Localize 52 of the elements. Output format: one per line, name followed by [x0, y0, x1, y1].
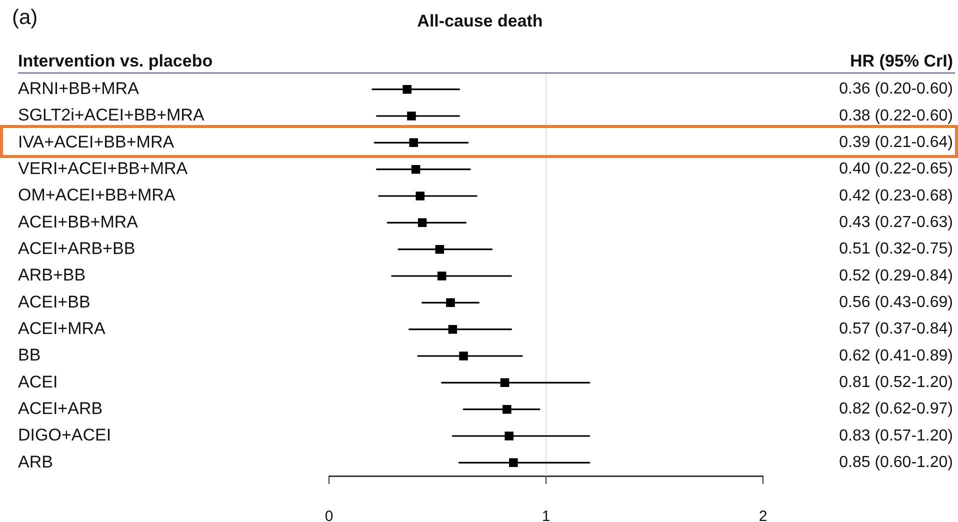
- y-tick-label: IVA+ACEI+BB+MRA: [18, 132, 175, 152]
- y-tick-label: DIGO+ACEI: [18, 426, 112, 445]
- data-label: 0.62 (0.41-0.89): [839, 347, 953, 364]
- y-tick-label: OM+ACEI+BB+MRA: [18, 186, 176, 205]
- data-label: 0.42 (0.23-0.68): [839, 187, 953, 204]
- point: [437, 272, 446, 280]
- y-tick-label: ARB+BB: [18, 266, 86, 285]
- text: HR (95% CrI): [850, 52, 953, 71]
- data-label: 0.56 (0.43-0.69): [839, 294, 953, 312]
- data-label: 0.40 (0.22-0.65): [839, 160, 953, 178]
- point: [418, 218, 427, 228]
- x-tick-label: 0: [324, 508, 334, 522]
- chart-title: All-cause death: [417, 12, 543, 31]
- point: [448, 324, 458, 334]
- data-label: 0.83 (0.57-1.20): [839, 427, 953, 444]
- data-label: 0.36 (0.20-0.60): [839, 80, 953, 98]
- text: (a): [12, 6, 38, 29]
- data-label: 0.43 (0.27-0.63): [839, 214, 953, 232]
- text: Intervention vs. placebo: [18, 52, 213, 71]
- point: [502, 404, 512, 414]
- y-tick-label: ACEI+BB: [18, 292, 90, 312]
- y-tick-label: BB: [18, 346, 41, 365]
- point: [500, 378, 510, 388]
- data-label: 0.39 (0.21-0.64): [839, 134, 953, 152]
- point: [411, 164, 420, 174]
- point: [446, 298, 455, 308]
- data-label: 0.57 (0.37-0.84): [839, 320, 953, 338]
- x-tick-label: 1: [542, 508, 550, 522]
- point: [509, 458, 518, 468]
- data-label: 0.81 (0.52-1.20): [839, 374, 953, 392]
- point: [402, 84, 412, 94]
- point: [416, 192, 425, 200]
- y-tick-label: ACEI: [18, 372, 58, 392]
- y-tick-label: SGLT2i+ACEI+BB+MRA: [18, 106, 205, 125]
- y-tick-label: ARB: [18, 452, 53, 472]
- point: [409, 138, 418, 148]
- data-label: 0.85 (0.60-1.20): [839, 454, 953, 472]
- data-label: 0.52 (0.29-0.84): [839, 267, 953, 284]
- data-label: 0.82 (0.62-0.97): [839, 400, 953, 418]
- data-label: 0.38 (0.22-0.60): [839, 107, 953, 124]
- y-tick-label: ACEI+ARB+BB: [18, 239, 136, 258]
- y-tick-label: VERI+ACEI+BB+MRA: [18, 159, 188, 178]
- point: [435, 244, 444, 254]
- point: [459, 352, 468, 360]
- y-tick-label: ACEI+MRA: [18, 319, 106, 338]
- point: [407, 112, 416, 120]
- data-label: 0.51 (0.32-0.75): [839, 240, 953, 258]
- y-tick-label: ACEI+ARB: [18, 399, 103, 418]
- point: [504, 432, 514, 440]
- y-tick-label: ARNI+BB+MRA: [18, 79, 140, 98]
- y-tick-label: ACEI+BB+MRA: [18, 212, 139, 232]
- x-tick-label: 2: [758, 508, 768, 522]
